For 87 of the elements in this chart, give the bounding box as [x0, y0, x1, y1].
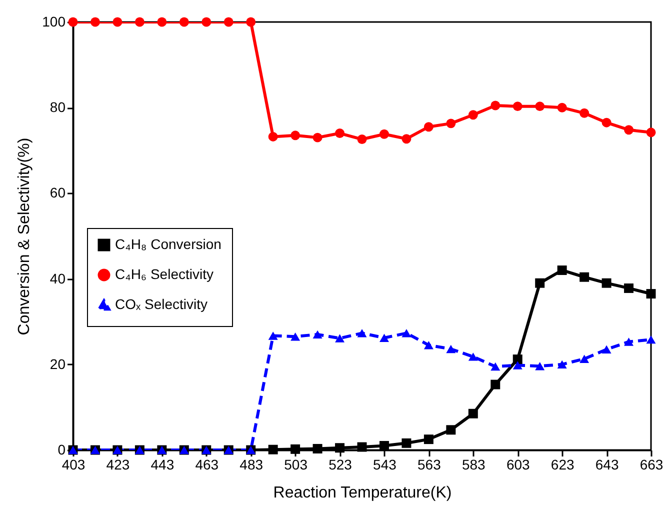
- point: [512, 102, 522, 112]
- legend-label: C₄H₆ Selectivity: [115, 266, 214, 282]
- point: [357, 442, 367, 452]
- legend-label: COₓ Selectivity: [115, 296, 208, 312]
- point: [179, 17, 189, 27]
- point: [268, 332, 278, 340]
- y-tick-label: 20: [50, 356, 66, 372]
- point: [290, 444, 300, 454]
- point: [446, 425, 456, 435]
- point: [379, 440, 389, 450]
- point: [468, 352, 478, 361]
- point: [602, 118, 612, 128]
- x-tick-label: 523: [328, 456, 352, 472]
- point: [402, 134, 412, 144]
- point: [535, 278, 545, 288]
- point: [646, 289, 656, 299]
- y-tick-label: 100: [42, 14, 66, 30]
- point: [424, 122, 434, 132]
- point: [624, 125, 634, 135]
- x-tick-label: 483: [240, 456, 264, 472]
- y-tick-label: 40: [50, 270, 66, 286]
- x-tick-label: 543: [373, 456, 397, 472]
- x-tick-label: 563: [418, 456, 442, 472]
- x-axis-title: Reaction Temperature(K): [273, 484, 452, 502]
- point: [312, 132, 322, 142]
- x-tick-label: 503: [284, 456, 308, 472]
- point: [268, 444, 278, 454]
- point: [580, 108, 590, 118]
- point: [646, 335, 656, 344]
- point: [446, 344, 456, 354]
- point: [624, 283, 634, 293]
- point: [357, 329, 367, 338]
- x-tick-label: 423: [106, 456, 130, 472]
- point: [379, 334, 389, 342]
- point: [624, 338, 634, 346]
- point: [202, 17, 212, 27]
- point: [424, 434, 434, 444]
- y-axis-title: Conversion & Selectivity(%): [16, 138, 34, 336]
- point: [557, 265, 567, 275]
- point: [312, 330, 322, 339]
- point: [535, 102, 545, 112]
- point: [268, 132, 278, 142]
- y-tick-label: 0: [58, 442, 66, 458]
- point: [402, 438, 412, 448]
- point: [335, 128, 345, 138]
- x-tick-label: 403: [62, 456, 86, 472]
- point: [468, 408, 478, 418]
- x-tick-label: 583: [462, 456, 486, 472]
- point: [512, 361, 522, 370]
- point: [580, 272, 590, 282]
- point: [290, 332, 300, 341]
- point: [290, 130, 300, 140]
- point: [312, 444, 322, 454]
- point: [602, 278, 612, 288]
- point: [468, 110, 478, 120]
- point: [557, 102, 567, 112]
- point: [157, 17, 167, 27]
- point: [335, 334, 345, 342]
- point: [335, 443, 345, 453]
- point: [446, 118, 456, 128]
- x-tick-label: 663: [640, 456, 664, 472]
- point: [424, 341, 434, 350]
- x-tick-label: 623: [550, 456, 574, 472]
- point: [602, 345, 612, 354]
- point: [112, 17, 122, 27]
- x-tick-label: 603: [506, 456, 530, 472]
- y-tick-label: 80: [50, 99, 66, 116]
- point: [490, 362, 500, 371]
- point: [535, 362, 545, 370]
- point: [490, 380, 500, 390]
- point: [90, 17, 100, 27]
- x-tick-label: 443: [150, 456, 174, 472]
- point: [357, 134, 367, 144]
- point: [512, 354, 522, 364]
- point: [557, 360, 567, 369]
- point: [646, 128, 656, 138]
- point: [379, 129, 389, 139]
- point: [134, 17, 144, 27]
- point: [402, 329, 412, 338]
- x-tick-label: 643: [595, 456, 619, 472]
- legend-label: C₄H₈ Conversion: [115, 236, 222, 252]
- y-tick-label: 60: [50, 184, 66, 201]
- x-tick-label: 463: [195, 456, 219, 472]
- point: [580, 354, 590, 363]
- point: [224, 17, 234, 27]
- point: [246, 17, 256, 27]
- point: [490, 100, 500, 110]
